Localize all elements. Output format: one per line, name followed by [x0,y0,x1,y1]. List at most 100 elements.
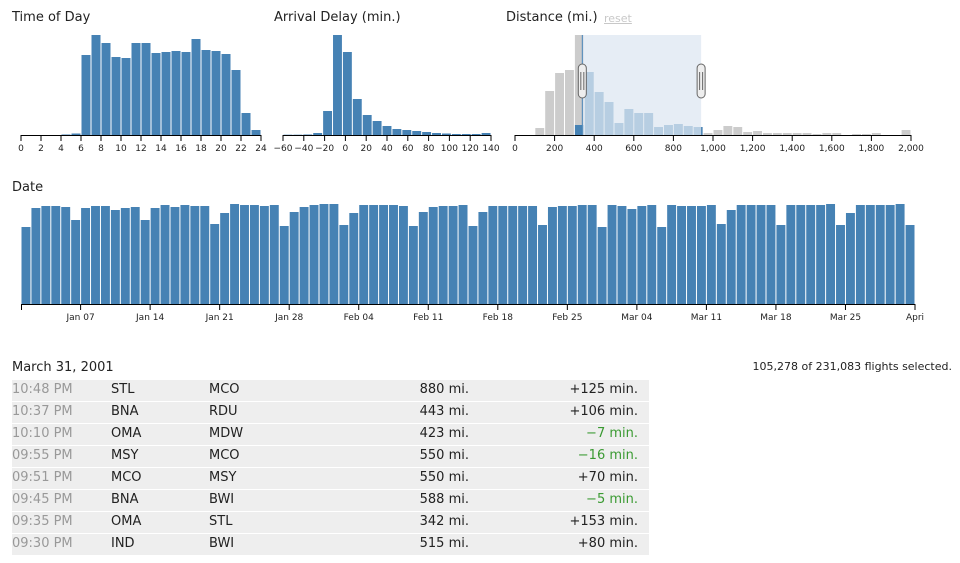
flight-row: 10:48 PM STL MCO 880 mi. +125 min. [12,380,649,402]
date-bar [438,206,448,304]
date-bar [637,206,647,304]
brush-handle-left[interactable] [577,63,587,99]
date-bar [836,225,845,304]
date-bar [379,205,389,304]
brush-handle-right[interactable] [696,63,706,99]
flight-origin: OMA [111,426,142,441]
x-tick-label: 22 [235,144,246,154]
date-bar [617,206,627,304]
brush-extent[interactable] [582,35,702,135]
date-bar [786,205,796,304]
histogram-bar [231,70,241,135]
x-tick-label: Mar 04 [621,313,653,323]
date-bar [81,208,91,304]
time-of-day-chart[interactable]: 0 2 4 6 8 10 12 14 16 18 20 22 24 [18,35,267,160]
chart-title-time-of-day: Time of Day [12,10,91,25]
date-bar [855,205,865,304]
table-date-heading: March 31, 2001 [12,360,114,375]
histogram-bar [161,52,171,135]
flight-distance: 342 mi. [419,514,469,529]
date-bar [448,206,458,304]
histogram-bar [71,133,81,135]
flight-destination: STL [209,514,233,529]
histogram-bar [352,99,362,135]
flight-delay: +80 min. [577,536,638,551]
date-bar [160,205,170,304]
histogram-bar-unselected [703,133,713,135]
date-chart[interactable]: Jan 07 Jan 14 Jan 21 Jan 28 Feb 04 Feb 11 Feb … [21,204,924,329]
date-bar [61,207,71,304]
histogram-bar [574,125,584,135]
flight-row: 09:45 PM BNA BWI 588 mi. −5 min. [12,490,649,512]
date-bar [796,205,806,304]
histogram-bar [461,134,471,135]
x-tick-label: 10 [115,144,127,154]
flight-destination: RDU [209,404,238,419]
flight-row: 10:37 PM BNA RDU 443 mi. +106 min. [12,402,649,424]
date-bar [289,212,299,304]
histogram-bar [441,133,451,135]
histogram-bar [211,51,221,135]
date-bar [339,225,349,304]
x-tick-label: 120 [462,144,479,154]
x-tick-label: Mar 25 [830,313,861,323]
date-bar [716,224,726,304]
date-bar [488,206,498,304]
date-bar [806,205,816,304]
flight-row: 10:10 PM OMA MDW 423 mi. −7 min. [12,424,649,446]
date-bar [369,205,379,304]
date-bar [736,205,746,304]
date-bar [100,206,110,304]
flight-distance: 588 mi. [419,492,469,507]
date-bar [210,224,220,304]
x-tick-label: 140 [482,144,499,154]
date-bar [547,207,557,304]
date-bar [41,206,51,304]
flight-destination: BWI [209,536,235,551]
date-bar [498,206,508,304]
distance-chart[interactable]: 0 200 400 600 800 1,000 1,200 1,400 1,600 1,800 2,… [512,35,924,160]
histogram-bar-unselected [733,127,743,135]
x-tick-label: 0 [18,144,24,154]
histogram-bar-unselected [802,133,812,135]
x-tick-label: 24 [255,144,267,154]
date-bar [567,206,577,304]
x-tick-label: 20 [215,144,227,154]
date-bar [51,206,61,304]
flight-delay: +70 min. [577,470,638,485]
histogram-bar [61,134,71,135]
histogram-bar [313,133,323,135]
date-bar [279,226,289,304]
date-bar [597,227,607,304]
date-bar [269,205,279,304]
date-bar [865,205,875,304]
x-tick-label: 20 [360,144,372,154]
x-tick-label: 1,600 [819,144,845,154]
x-tick-label: 60 [402,144,414,154]
histogram-bar-unselected [743,132,753,135]
flights-selected-count: 105,278 of 231,083 flights selected. [752,360,952,373]
flight-destination: BWI [209,492,235,507]
date-bar [816,205,826,304]
arrival-delay-chart[interactable]: −60 −40 −20 0 20 40 60 80 100 120 140 [274,35,500,160]
histogram-bar [362,115,372,135]
histogram-bar-unselected [782,133,792,135]
date-bar [200,206,210,304]
histogram-bar [432,133,441,135]
flight-time: 09:35 PM [12,514,73,529]
date-bar [587,205,597,304]
x-tick-label: 14 [155,144,167,154]
x-tick-label: 1,000 [700,144,726,154]
flight-time: 09:30 PM [12,536,73,551]
x-tick-label: Feb 11 [413,313,443,323]
x-tick-label: 400 [586,144,603,154]
date-bar [190,206,200,304]
histogram-bar-unselected [862,134,871,135]
distance-reset-link[interactable]: reset [604,12,632,25]
date-bar [776,225,786,304]
histogram-bar-unselected [723,126,733,135]
x-tick-label: Feb 18 [483,313,514,323]
date-bar [259,206,269,304]
date-bar [557,206,567,304]
date-bar [71,220,81,304]
